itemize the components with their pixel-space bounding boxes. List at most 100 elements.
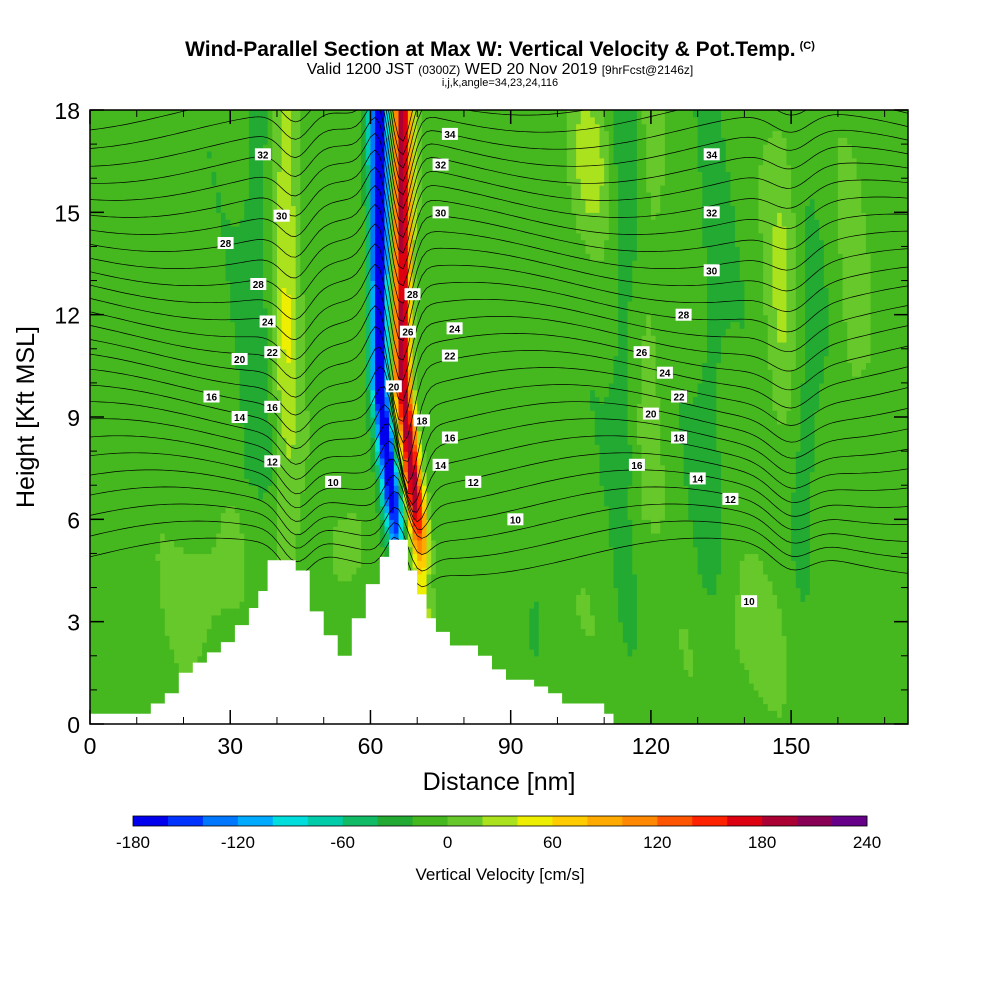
velocity-cell [262, 260, 269, 268]
velocity-cell [230, 198, 236, 207]
velocity-cell [314, 389, 320, 398]
velocity-cell [206, 137, 213, 145]
velocity-cell [169, 335, 175, 343]
velocity-cell [314, 492, 320, 500]
velocity-cell [174, 150, 180, 159]
velocity-cell [146, 294, 152, 302]
velocity-cell [225, 587, 231, 595]
velocity-cell [230, 539, 236, 548]
velocity-cell [305, 519, 311, 527]
velocity-cell [290, 471, 297, 479]
velocity-cell [127, 266, 133, 275]
velocity-cell [188, 417, 194, 425]
velocity-cell [314, 314, 320, 323]
velocity-cell [216, 444, 222, 452]
velocity-cell [220, 382, 227, 391]
velocity-cell [300, 355, 306, 364]
velocity-cell [122, 130, 128, 138]
velocity-cell [248, 191, 255, 200]
velocity-cell [220, 457, 227, 466]
velocity-cell [239, 150, 245, 159]
velocity-cell [150, 287, 157, 295]
velocity-cell [216, 260, 222, 268]
velocity-cell [225, 389, 231, 398]
velocity-cell [183, 546, 189, 555]
velocity-cell [118, 232, 124, 241]
velocity-cell [342, 464, 348, 473]
velocity-cell [197, 212, 203, 220]
velocity-cell [211, 567, 217, 575]
velocity-cell [220, 191, 227, 200]
velocity-cell [160, 123, 166, 132]
velocity-cell [239, 539, 245, 548]
velocity-cell [197, 301, 203, 309]
velocity-cell [197, 594, 203, 602]
velocity-cell [108, 546, 114, 555]
velocity-cell [300, 225, 306, 234]
velocity-cell [272, 150, 278, 159]
velocity-cell [319, 246, 325, 254]
velocity-cell [309, 280, 315, 288]
velocity-cell [314, 205, 320, 213]
velocity-cell [234, 144, 241, 152]
velocity-cell [319, 403, 325, 411]
velocity-cell [118, 430, 124, 439]
velocity-cell [183, 457, 189, 466]
velocity-cell [94, 389, 100, 398]
velocity-cell [206, 560, 213, 568]
velocity-cell [127, 212, 133, 220]
velocity-cell [309, 335, 315, 343]
velocity-cell [272, 246, 278, 254]
velocity-cell [323, 191, 329, 200]
velocity-cell [178, 526, 185, 534]
velocity-cell [202, 437, 208, 445]
velocity-cell [188, 621, 194, 630]
velocity-cell [286, 225, 292, 234]
velocity-cell [164, 314, 171, 323]
velocity-cell [258, 519, 264, 527]
velocity-cell [230, 430, 236, 439]
velocity-cell [244, 389, 250, 398]
velocity-cell [160, 232, 166, 241]
velocity-cell [234, 328, 241, 336]
velocity-cell [127, 116, 133, 125]
velocity-cell [267, 335, 273, 343]
velocity-cell [314, 355, 320, 364]
velocity-cell [160, 683, 166, 691]
velocity-cell [183, 287, 189, 295]
velocity-cell [323, 219, 329, 227]
velocity-cell [239, 478, 245, 486]
velocity-cell [113, 260, 119, 268]
velocity-cell [108, 157, 114, 166]
velocity-cell [178, 341, 185, 350]
velocity-cell [90, 205, 96, 213]
velocity-cell [314, 246, 320, 254]
velocity-cell [132, 225, 138, 234]
velocity-cell [262, 430, 269, 439]
velocity-cell [150, 260, 157, 268]
velocity-cell [333, 348, 339, 357]
velocity-cell [248, 225, 255, 234]
velocity-cell [132, 587, 138, 595]
velocity-cell [150, 321, 157, 329]
velocity-cell [122, 464, 128, 473]
velocity-cell [314, 478, 320, 486]
velocity-cell [108, 628, 114, 636]
velocity-cell [309, 157, 315, 166]
velocity-cell [230, 621, 236, 630]
velocity-cell [253, 157, 259, 166]
velocity-cell [244, 328, 250, 336]
velocity-cell [160, 171, 166, 179]
velocity-cell [150, 526, 157, 534]
velocity-cell [160, 614, 166, 623]
velocity-cell [253, 526, 259, 534]
velocity-cell [160, 144, 166, 152]
velocity-cell [234, 389, 241, 398]
velocity-cell [188, 328, 194, 336]
velocity-cell [342, 546, 348, 555]
velocity-cell [160, 655, 166, 664]
velocity-cell [337, 628, 344, 636]
velocity-cell [99, 150, 105, 159]
velocity-cell [244, 403, 250, 411]
